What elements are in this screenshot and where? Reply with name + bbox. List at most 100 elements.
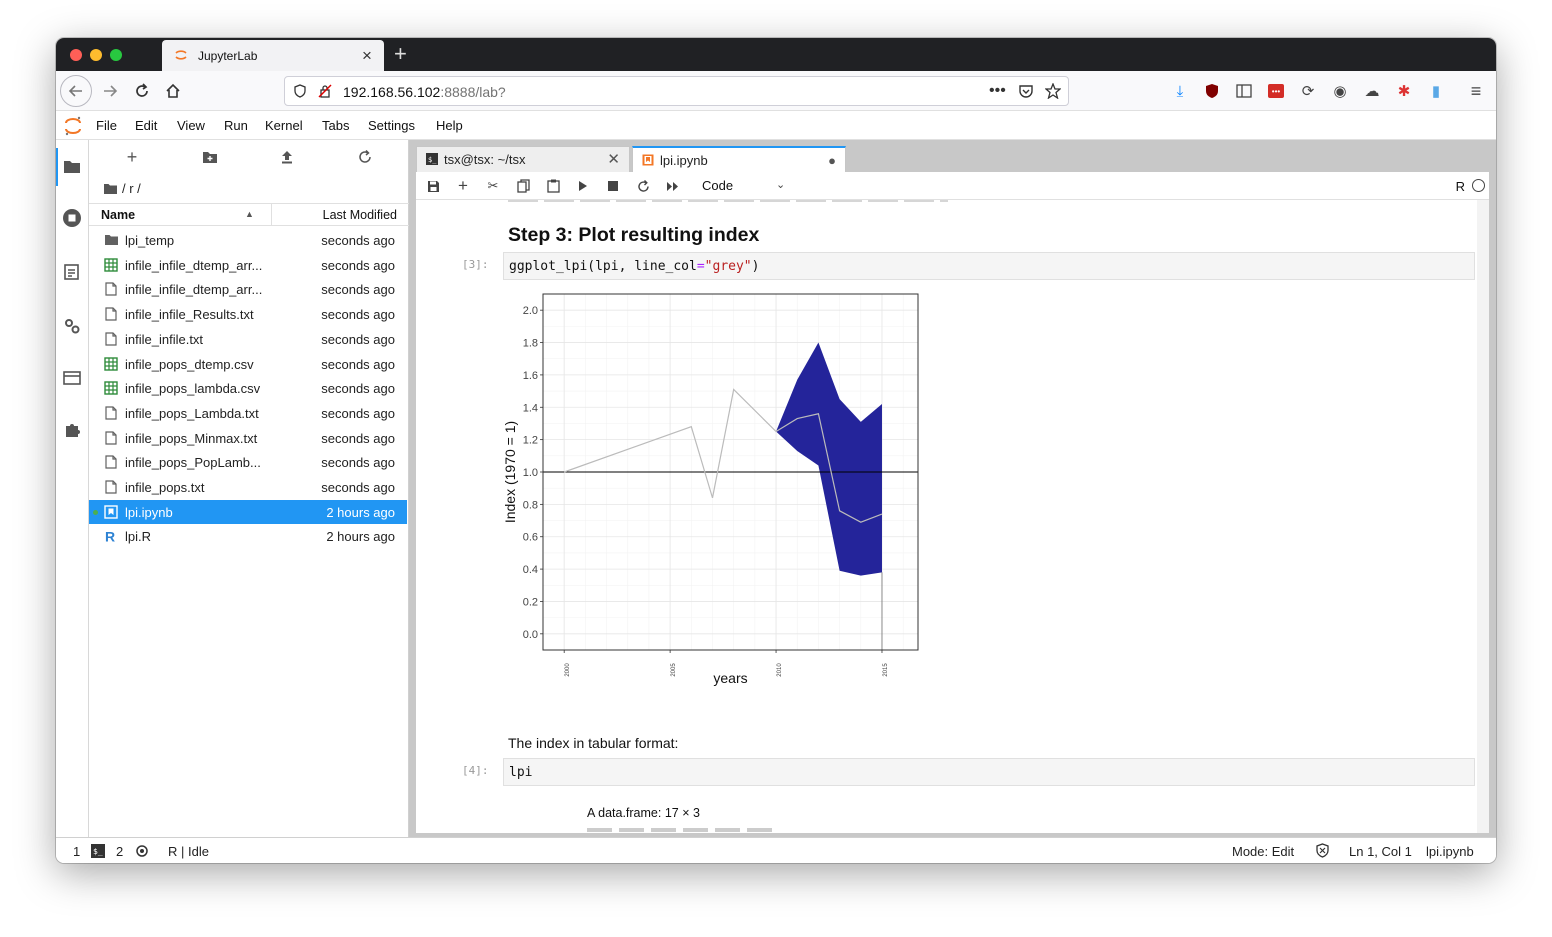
minimize-window-button[interactable]: [90, 49, 102, 61]
running-kernels-icon[interactable]: [62, 208, 82, 228]
file-browser-toolbar: +: [89, 140, 409, 174]
forward-button[interactable]: [98, 79, 122, 103]
close-tab-icon[interactable]: ×: [362, 46, 372, 65]
file-name: lpi_temp: [125, 233, 175, 248]
reload-button[interactable]: [130, 79, 154, 103]
refresh-file-list-button[interactable]: [354, 148, 376, 166]
sync-extension-icon[interactable]: ⟳: [1301, 83, 1315, 100]
menu-view[interactable]: View: [177, 118, 205, 133]
extension-blue-icon[interactable]: ▮: [1431, 83, 1441, 100]
menu-edit[interactable]: Edit: [135, 118, 158, 133]
zoom-window-button[interactable]: [110, 49, 122, 61]
terminal-status-icon[interactable]: $_: [91, 844, 105, 858]
file-modified: seconds ago: [321, 455, 395, 471]
run-cell-icon[interactable]: [574, 177, 592, 195]
terminal-count[interactable]: 1: [73, 844, 81, 859]
kernel-status-text[interactable]: R | Idle: [168, 844, 209, 859]
chevron-down-icon[interactable]: ⌄: [776, 179, 786, 191]
r-file-icon: R: [103, 528, 119, 544]
file-row[interactable]: infile_pops_lambda.csv seconds ago: [89, 376, 407, 401]
extension-ghost-icon[interactable]: ☁: [1364, 83, 1380, 100]
open-tabs-icon[interactable]: [62, 368, 82, 388]
file-icon: [103, 306, 119, 322]
file-row[interactable]: lpi.ipynb 2 hours ago: [89, 499, 407, 525]
pocket-icon[interactable]: [1018, 84, 1034, 99]
extension-puzzle-red-icon[interactable]: ✱: [1397, 83, 1411, 100]
menu-kernel[interactable]: Kernel: [265, 118, 303, 133]
file-row[interactable]: infile_infile.txt seconds ago: [89, 327, 407, 352]
restart-kernel-icon[interactable]: [634, 177, 652, 195]
menu-run[interactable]: Run: [224, 118, 248, 133]
close-window-button[interactable]: [70, 49, 82, 61]
file-row[interactable]: infile_infile_Results.txt seconds ago: [89, 302, 407, 327]
file-row[interactable]: infile_infile_dtemp_arr... seconds ago: [89, 277, 407, 302]
back-button[interactable]: [60, 75, 92, 107]
file-row[interactable]: lpi_temp seconds ago: [89, 228, 407, 253]
lastpass-icon[interactable]: •••: [1266, 81, 1286, 101]
interrupt-kernel-icon[interactable]: [604, 177, 622, 195]
column-name-header[interactable]: Name: [101, 208, 136, 222]
tab-notebook[interactable]: lpi.ipynb ●: [632, 146, 846, 173]
menu-help[interactable]: Help: [436, 118, 463, 133]
kernel-name[interactable]: R: [1455, 179, 1465, 194]
menu-tabs[interactable]: Tabs: [322, 118, 350, 133]
menu-settings[interactable]: Settings: [368, 118, 415, 133]
file-row[interactable]: infile_pops_Lambda.txt seconds ago: [89, 401, 407, 426]
svg-text:$_: $_: [93, 847, 103, 856]
cell-type-select[interactable]: Code: [702, 178, 734, 193]
home-button[interactable]: [161, 79, 185, 103]
new-launcher-button[interactable]: +: [126, 146, 138, 167]
insert-cell-icon[interactable]: +: [458, 176, 468, 195]
extension-manager-puzzle-icon[interactable]: [62, 420, 82, 440]
upload-files-button[interactable]: [276, 148, 298, 166]
hamburger-menu-icon[interactable]: ≡: [1470, 80, 1482, 101]
new-folder-button[interactable]: [199, 148, 221, 166]
file-row[interactable]: infile_pops_dtemp.csv seconds ago: [89, 352, 407, 377]
column-modified-header[interactable]: Last Modified: [322, 208, 397, 222]
account-icon[interactable]: ◉: [1333, 83, 1347, 100]
bookmark-star-icon[interactable]: [1045, 83, 1061, 99]
breadcrumb[interactable]: / r /: [103, 181, 141, 196]
cell4-code[interactable]: lpi: [509, 765, 533, 780]
browser-tab-jupyterlab[interactable]: JupyterLab ×: [162, 40, 384, 71]
y-tick-label: 0.8: [523, 499, 538, 511]
paste-cell-icon[interactable]: [544, 177, 562, 195]
restart-run-all-icon[interactable]: [664, 177, 682, 195]
reader-sidebar-icon[interactable]: [1234, 81, 1254, 101]
file-row[interactable]: infile_pops_PopLamb... seconds ago: [89, 450, 407, 475]
cursor-position[interactable]: Ln 1, Col 1: [1349, 844, 1412, 859]
close-terminal-tab-icon[interactable]: ✕: [607, 151, 620, 168]
code-cell-3[interactable]: ggplot_lpi(lpi, line_col="grey"): [503, 252, 1475, 280]
file-browser-folder-icon[interactable]: [62, 156, 82, 176]
kernel-count[interactable]: 2: [116, 844, 124, 859]
download-icon[interactable]: ⤓: [1176, 82, 1184, 100]
cut-cell-icon[interactable]: ✂: [487, 178, 499, 193]
new-tab-icon[interactable]: +: [394, 41, 407, 66]
url-bar[interactable]: 192.168.56.102:8888/lab? •••: [284, 76, 1069, 106]
trusted-shield-icon[interactable]: [1315, 843, 1330, 858]
ublock-icon[interactable]: [1202, 81, 1222, 101]
file-row[interactable]: infile_pops.txt seconds ago: [89, 475, 407, 500]
property-inspector-gears-icon[interactable]: [62, 316, 82, 336]
jupyter-logo-icon: [65, 116, 81, 136]
y-tick-label: 0.6: [523, 532, 538, 544]
x-axis-title: years: [713, 670, 747, 686]
svg-text:R: R: [105, 529, 115, 543]
lpi-chart: 0.0 0.2 0.4 0.6 0.8 1.0 1.2 1.4 1.6 1.8 2.0 2000 200…: [503, 293, 919, 686]
copy-cell-icon[interactable]: [514, 177, 532, 195]
save-icon[interactable]: [424, 177, 442, 195]
unsaved-dot-icon[interactable]: ●: [828, 153, 836, 168]
file-row[interactable]: infile_pops_Minmax.txt seconds ago: [89, 426, 407, 451]
code-cell-4[interactable]: lpi: [503, 758, 1475, 786]
file-icon: [103, 430, 119, 446]
page-actions-icon[interactable]: •••: [989, 82, 1006, 99]
command-palette-icon[interactable]: [62, 262, 82, 282]
notebook-scrollbar[interactable]: [1477, 200, 1489, 833]
sort-ascending-icon[interactable]: ▲: [245, 209, 254, 219]
file-row[interactable]: infile_infile_dtemp_arr... seconds ago: [89, 253, 407, 278]
tab-terminal[interactable]: $_ tsx@tsx: ~/tsx ✕: [416, 146, 630, 172]
menu-file[interactable]: File: [96, 118, 117, 133]
cell3-code[interactable]: ggplot_lpi(lpi, line_col="grey"): [509, 259, 759, 274]
kernel-gear-icon[interactable]: [135, 844, 149, 858]
